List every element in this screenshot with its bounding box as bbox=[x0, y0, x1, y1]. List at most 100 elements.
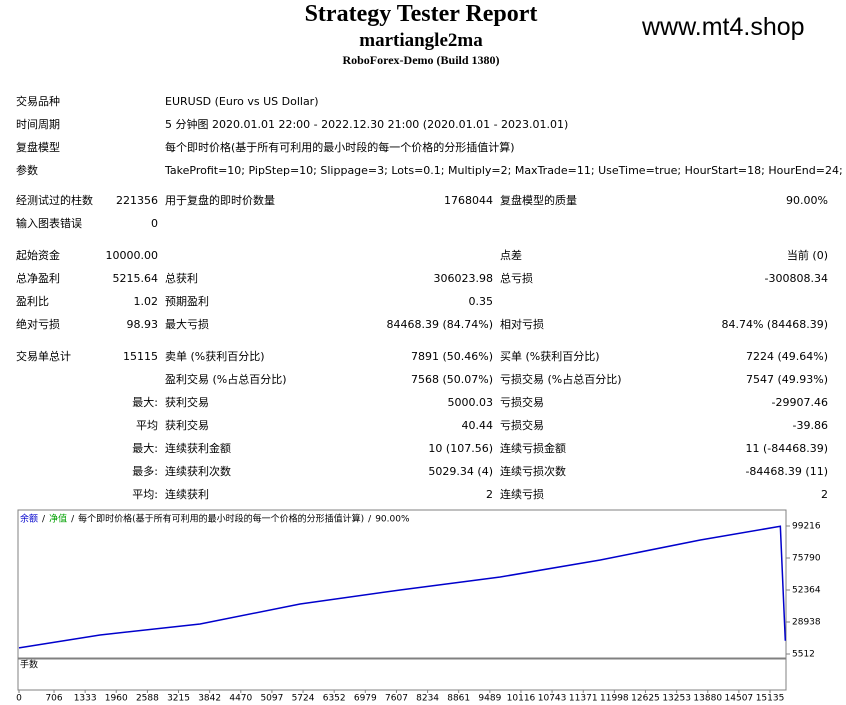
stat-label: 获利交易 bbox=[165, 419, 209, 432]
volume-label: 手数 bbox=[20, 659, 38, 671]
setting-label: 复盘模型 bbox=[16, 141, 60, 154]
stat-value: -29907.46 bbox=[771, 396, 828, 409]
x-tick-label: 5724 bbox=[292, 694, 315, 704]
stat-value: 221356 bbox=[116, 194, 158, 207]
x-tick-label: 8234 bbox=[416, 694, 439, 704]
x-tick-label: 10116 bbox=[507, 694, 536, 704]
x-tick-label: 13880 bbox=[693, 694, 722, 704]
stat-label: 绝对亏损 bbox=[16, 318, 60, 331]
x-tick-label: 13253 bbox=[662, 694, 691, 704]
stat-label: 连续亏损次数 bbox=[500, 465, 566, 478]
stat-value: 最大: bbox=[132, 442, 158, 455]
stat-value: 最大: bbox=[132, 396, 158, 409]
broker: RoboForex-Demo (Build 1380) bbox=[342, 53, 500, 67]
stat-value: 当前 (0) bbox=[786, 249, 828, 262]
stat-value: -300808.34 bbox=[764, 272, 828, 285]
stat-label: 相对亏损 bbox=[500, 318, 544, 331]
x-tick-label: 1333 bbox=[74, 694, 97, 704]
x-tick-label: 1960 bbox=[105, 694, 128, 704]
stat-value: 15115 bbox=[123, 350, 158, 363]
x-tick-label: 3842 bbox=[198, 694, 221, 704]
stat-label: 输入图表错误 bbox=[16, 217, 82, 230]
legend-quality: 90.00% bbox=[375, 515, 410, 525]
stat-value: 84468.39 (84.74%) bbox=[386, 318, 493, 331]
stat-value: 5000.03 bbox=[447, 396, 494, 409]
setting-value: EURUSD (Euro vs US Dollar) bbox=[165, 95, 319, 108]
stat-value: 7547 (49.93%) bbox=[745, 373, 828, 386]
stat-label: 经测试过的柱数 bbox=[16, 194, 93, 207]
stat-label: 总获利 bbox=[165, 272, 198, 285]
stat-label: 连续获利次数 bbox=[165, 465, 231, 478]
stat-label: 盈利比 bbox=[16, 295, 49, 308]
stat-value: 10000.00 bbox=[105, 249, 159, 262]
setting-value: 5 分钟图 2020.01.01 22:00 - 2022.12.30 21:0… bbox=[165, 118, 569, 131]
stat-label: 连续获利 bbox=[165, 488, 209, 501]
setting-value: TakeProfit=10; PipStep=10; Slippage=3; L… bbox=[165, 164, 843, 177]
stat-value: 0 bbox=[151, 217, 158, 230]
x-tick-label: 706 bbox=[45, 694, 62, 704]
stat-value: 1768044 bbox=[444, 194, 493, 207]
title: Strategy Tester Report bbox=[304, 1, 538, 27]
stat-label: 复盘模型的质量 bbox=[500, 194, 577, 207]
stat-label: 连续亏损金额 bbox=[500, 442, 566, 455]
setting-value: 每个即时价格(基于所有可利用的最小时段的每一个价格的分形插值计算) bbox=[165, 141, 515, 154]
x-tick-label: 7607 bbox=[385, 694, 408, 704]
stat-value: 5029.34 (4) bbox=[428, 465, 493, 478]
stat-value: 2 bbox=[821, 488, 828, 501]
x-tick-label: 8861 bbox=[447, 694, 470, 704]
stat-label: 亏损交易 bbox=[500, 419, 544, 432]
x-tick-label: 5097 bbox=[260, 694, 283, 704]
stat-value: 平均: bbox=[132, 488, 158, 501]
stat-value: 5215.64 bbox=[112, 272, 159, 285]
stat-label: 用于复盘的即时价数量 bbox=[165, 194, 275, 207]
legend-entry: 余额 bbox=[20, 513, 38, 525]
stat-label: 亏损交易 bbox=[500, 396, 544, 409]
stat-label: 总亏损 bbox=[500, 272, 533, 285]
x-tick-label: 12625 bbox=[631, 694, 660, 704]
stat-label: 预期盈利 bbox=[165, 295, 209, 308]
plot-frame bbox=[17, 509, 787, 659]
stat-value: 7568 (50.07%) bbox=[410, 373, 493, 386]
x-tick-label: 3215 bbox=[167, 694, 190, 704]
legend-separator: / bbox=[368, 515, 372, 525]
y-tick-label: 52364 bbox=[792, 586, 821, 596]
x-tick-label: 14507 bbox=[725, 694, 754, 704]
x-tick-label: 6352 bbox=[323, 694, 346, 704]
legend-separator: / bbox=[71, 515, 75, 525]
stat-value: 2 bbox=[486, 488, 493, 501]
stat-value: 98.93 bbox=[126, 318, 159, 331]
setting-label: 参数 bbox=[16, 164, 38, 177]
stat-label: 卖单 (%获利百分比) bbox=[165, 350, 265, 363]
stat-value: 84.74% (84468.39) bbox=[721, 318, 828, 331]
stat-value: 0.35 bbox=[468, 295, 494, 308]
stat-label: 总净盈利 bbox=[16, 272, 60, 285]
stat-value: 90.00% bbox=[786, 194, 828, 207]
x-tick-label: 9489 bbox=[478, 694, 501, 704]
stat-label: 交易单总计 bbox=[16, 350, 71, 363]
stat-label: 点差 bbox=[500, 249, 522, 262]
stat-value: 平均 bbox=[136, 419, 158, 432]
stat-value: -39.86 bbox=[792, 419, 828, 432]
stat-value: 1.02 bbox=[133, 295, 159, 308]
stat-value: 11 (-84468.39) bbox=[745, 442, 828, 455]
watermark: www.mt4.shop bbox=[642, 13, 805, 41]
x-tick-label: 15135 bbox=[756, 694, 785, 704]
x-tick-label: 10743 bbox=[538, 694, 567, 704]
stat-value: 最多: bbox=[132, 465, 158, 478]
x-tick-label: 11371 bbox=[569, 694, 598, 704]
x-tick-label: 11998 bbox=[600, 694, 629, 704]
y-tick-label: 5512 bbox=[792, 650, 815, 660]
x-tick-label: 2588 bbox=[136, 694, 159, 704]
stat-value: 306023.98 bbox=[433, 272, 494, 285]
y-tick-label: 99216 bbox=[792, 522, 821, 532]
stat-label: 最大亏损 bbox=[165, 318, 209, 331]
legend-model: 每个即时价格(基于所有可利用的最小时段的每一个价格的分形插值计算) bbox=[78, 513, 364, 525]
stat-label: 亏损交易 (%占总百分比) bbox=[500, 373, 622, 386]
y-tick-label: 75790 bbox=[792, 554, 821, 564]
series-line bbox=[18, 525, 787, 649]
volume-frame bbox=[17, 658, 787, 691]
stat-value: 7891 (50.46%) bbox=[410, 350, 493, 363]
legend-entry: 净值 bbox=[49, 513, 67, 525]
